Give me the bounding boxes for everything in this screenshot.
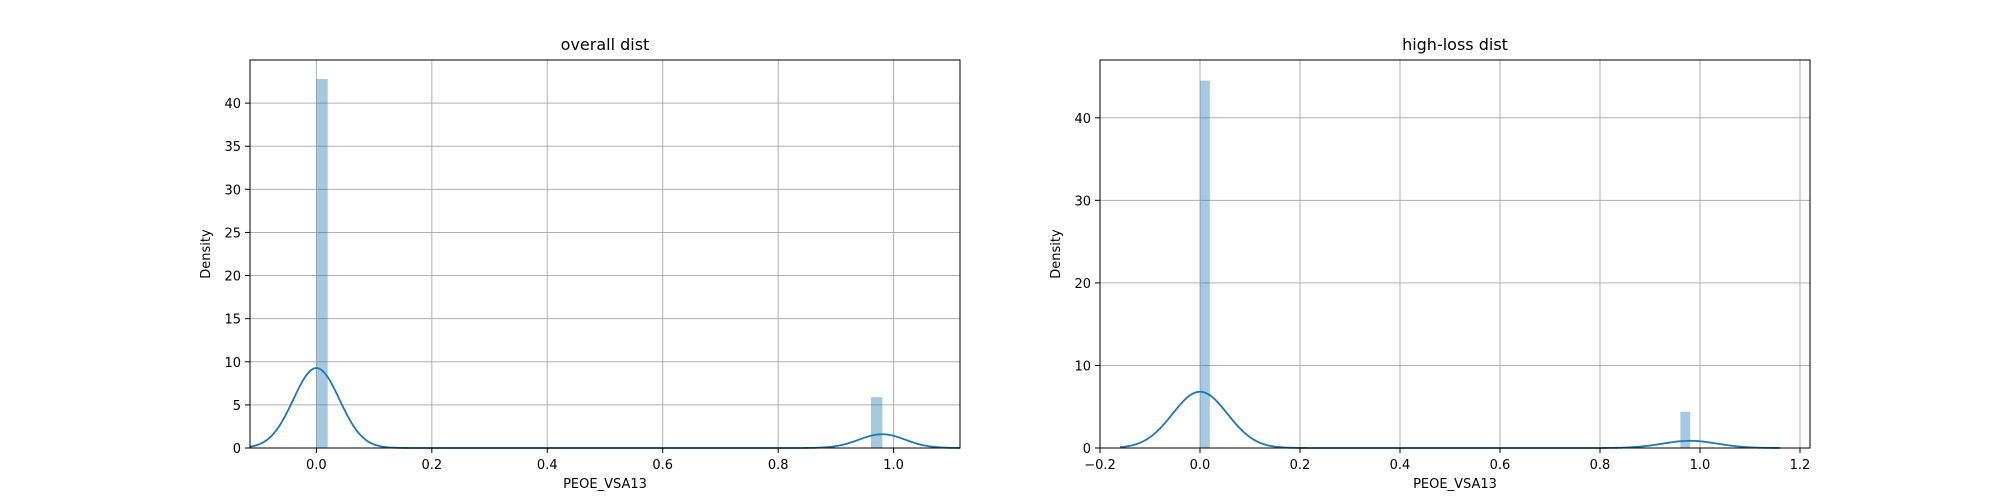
x-tick-label: 0.2 bbox=[421, 458, 442, 473]
kde-line bbox=[249, 367, 961, 449]
x-tick-label: 0.0 bbox=[1190, 458, 1211, 473]
chart-title: overall dist bbox=[561, 35, 650, 54]
y-tick-label: 5 bbox=[233, 399, 241, 414]
y-tick-label: 30 bbox=[1074, 194, 1091, 209]
x-tick-label: 0.8 bbox=[1590, 458, 1611, 473]
y-tick-label: 40 bbox=[1074, 112, 1091, 127]
chart-title: high-loss dist bbox=[1402, 35, 1508, 54]
x-tick-label: 0.6 bbox=[1490, 458, 1511, 473]
plot-area: 0.0 0.2 0.4 0.6 0.8 1.0 0 5 10 15 20 25 30 35 40 bbox=[224, 59, 961, 473]
x-tick-label: 0.2 bbox=[1290, 458, 1311, 473]
histogram-bar bbox=[1680, 411, 1691, 448]
x-tick-label: 0.0 bbox=[306, 458, 327, 473]
y-axis-label: Density bbox=[199, 229, 214, 279]
x-tick-label: −0.2 bbox=[1084, 458, 1116, 473]
y-tick-label: 40 bbox=[224, 97, 241, 112]
y-tick-label: 20 bbox=[1074, 277, 1091, 292]
histogram-bar bbox=[316, 78, 328, 449]
y-tick-label: 10 bbox=[224, 356, 241, 371]
y-tick-label: 35 bbox=[224, 140, 241, 155]
x-axis-label: PEOE_VSA13 bbox=[563, 477, 647, 492]
x-tick-label: 1.0 bbox=[883, 458, 904, 473]
histogram-bar bbox=[870, 397, 883, 448]
axes-frame bbox=[249, 59, 961, 449]
x-tick-label: 1.2 bbox=[1790, 458, 1811, 473]
y-tick-label: 10 bbox=[1074, 359, 1091, 374]
y-tick-label: 0 bbox=[233, 442, 241, 457]
y-tick-label: 0 bbox=[1083, 442, 1091, 457]
histogram-bar bbox=[1200, 80, 1210, 448]
x-axis-label: PEOE_VSA13 bbox=[1413, 477, 1497, 492]
y-tick-label: 25 bbox=[224, 226, 241, 241]
y-tick-label: 20 bbox=[224, 270, 241, 285]
y-tick-label: 30 bbox=[224, 183, 241, 198]
x-tick-label: 0.8 bbox=[768, 458, 789, 473]
plot-area: −0.2 0.0 0.2 0.4 0.6 0.8 1.0 1.2 0 10 20 30 40 bbox=[1074, 59, 1811, 473]
x-tick-label: 1.0 bbox=[1690, 458, 1711, 473]
subplot-overall: 0.0 0.2 0.4 0.6 0.8 1.0 0 5 10 15 20 25 30 35 40 overa… bbox=[199, 35, 961, 492]
subplot-high-loss: −0.2 0.0 0.2 0.4 0.6 0.8 1.0 1.2 0 10 20 30 40 high-… bbox=[1049, 35, 1811, 492]
x-tick-label: 0.4 bbox=[537, 458, 558, 473]
x-tick-label: 0.4 bbox=[1390, 458, 1411, 473]
x-tick-label: 0.6 bbox=[652, 458, 673, 473]
axes-frame bbox=[1099, 59, 1811, 449]
y-axis-label: Density bbox=[1049, 229, 1064, 279]
y-tick-label: 15 bbox=[224, 313, 241, 328]
